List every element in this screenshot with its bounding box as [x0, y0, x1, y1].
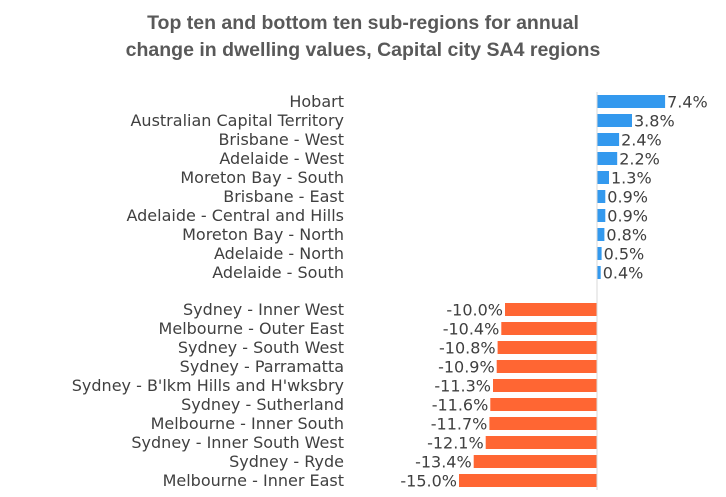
- top-category-label-5: Brisbane - East: [223, 187, 344, 206]
- bottom-bar-4: [493, 379, 597, 392]
- bottom-category-label-8: Sydney - Ryde: [229, 452, 344, 471]
- bottom-value-label-2: -10.8%: [439, 339, 496, 358]
- bottom-bar-5: [490, 398, 597, 411]
- top-category-label-6: Adelaide - Central and Hills: [126, 206, 344, 225]
- top-value-label-2: 2.4%: [621, 131, 662, 150]
- bottom-value-label-1: -10.4%: [443, 320, 500, 339]
- top-bar-4: [597, 171, 609, 184]
- bottom-value-label-7: -12.1%: [427, 434, 484, 453]
- top-value-label-1: 3.8%: [634, 112, 675, 131]
- top-value-label-3: 2.2%: [619, 150, 660, 169]
- bottom-value-label-6: -11.7%: [431, 415, 488, 434]
- top-value-label-6: 0.9%: [607, 207, 648, 226]
- bottom-value-label-5: -11.6%: [432, 396, 489, 415]
- bottom-category-label-9: Melbourne - Inner East: [163, 471, 344, 490]
- bottom-bar-0: [505, 303, 597, 316]
- bottom-bar-9: [459, 474, 597, 487]
- bottom-bar-8: [473, 455, 597, 468]
- top-bar-9: [597, 266, 601, 279]
- top-bar-8: [597, 247, 602, 260]
- bottom-category-label-1: Melbourne - Outer East: [159, 319, 344, 338]
- top-value-label-9: 0.4%: [603, 264, 644, 283]
- bottom-value-label-9: -15.0%: [400, 472, 457, 491]
- bottom-category-label-0: Sydney - Inner West: [183, 300, 344, 319]
- top-category-label-4: Moreton Bay - South: [180, 168, 344, 187]
- bottom-category-label-5: Sydney - Sutherland: [181, 395, 344, 414]
- bottom-bar-7: [485, 436, 597, 449]
- bottom-category-label-4: Sydney - B'lkm Hills and H'wksbry: [72, 376, 344, 395]
- top-bar-1: [597, 114, 632, 127]
- top-value-label-4: 1.3%: [611, 169, 652, 188]
- top-bar-5: [597, 190, 606, 203]
- bottom-category-label-3: Sydney - Parramatta: [180, 357, 344, 376]
- top-category-label-9: Adelaide - South: [212, 263, 344, 282]
- bottom-category-label-7: Sydney - Inner South West: [131, 433, 344, 452]
- bottom-value-label-3: -10.9%: [438, 358, 495, 377]
- top-category-label-0: Hobart: [289, 92, 344, 111]
- top-category-label-7: Moreton Bay - North: [182, 225, 344, 244]
- bottom-value-label-8: -13.4%: [415, 453, 472, 472]
- bottom-bar-6: [489, 417, 597, 430]
- top-bar-0: [597, 95, 666, 108]
- top-category-label-8: Adelaide - North: [214, 244, 344, 263]
- top-bar-2: [597, 133, 620, 146]
- bottom-bar-3: [496, 360, 597, 373]
- chart-title-line-1: Top ten and bottom ten sub-regions for a…: [147, 12, 579, 34]
- top-bar-3: [597, 152, 618, 165]
- top-value-label-5: 0.9%: [607, 188, 648, 207]
- top-bar-6: [597, 209, 606, 222]
- chart-title-line-2: change in dwelling values, Capital city …: [125, 39, 601, 61]
- top-value-label-7: 0.8%: [606, 226, 647, 245]
- bottom-category-label-2: Sydney - South West: [178, 338, 344, 357]
- chart-title: Top ten and bottom ten sub-regions for a…: [0, 10, 726, 64]
- top-value-label-0: 7.4%: [667, 93, 708, 112]
- top-category-label-2: Brisbane - West: [218, 130, 344, 149]
- bottom-value-label-4: -11.3%: [434, 377, 491, 396]
- bottom-bar-1: [501, 322, 597, 335]
- bottom-category-label-6: Melbourne - Inner South: [151, 414, 344, 433]
- top-value-label-8: 0.5%: [604, 245, 645, 264]
- bottom-value-label-0: -10.0%: [446, 301, 503, 320]
- top-category-label-3: Adelaide - West: [219, 149, 344, 168]
- bottom-bar-2: [497, 341, 597, 354]
- top-category-label-1: Australian Capital Territory: [130, 111, 344, 130]
- top-bar-7: [597, 228, 605, 241]
